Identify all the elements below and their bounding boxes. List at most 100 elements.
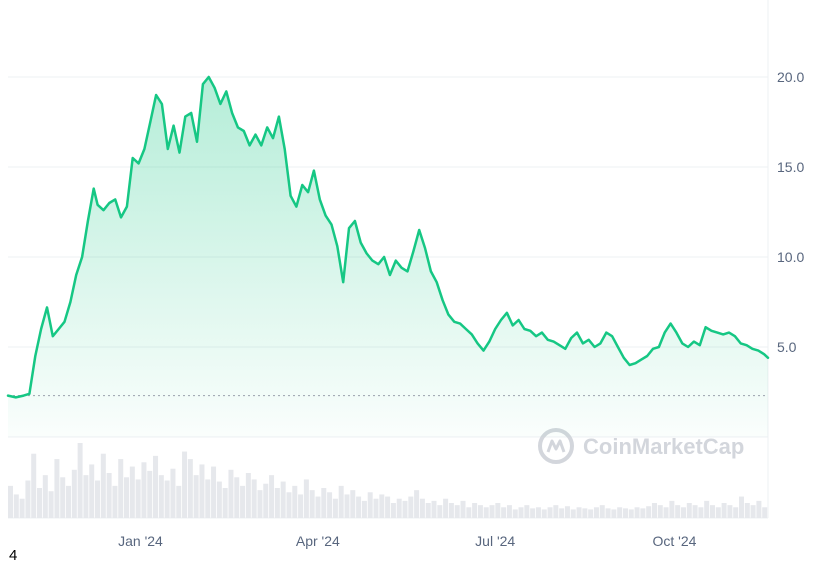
volume-bar — [263, 483, 269, 518]
volume-bar — [60, 477, 66, 518]
volume-bar — [570, 509, 576, 518]
volume-bar — [408, 496, 414, 518]
data-point — [266, 126, 268, 128]
volume-bar — [327, 492, 333, 518]
volume-bar — [721, 503, 727, 518]
volume-bar — [332, 498, 338, 518]
volume-bar — [292, 485, 298, 518]
volume-bar — [646, 506, 652, 518]
volume-bar — [280, 481, 286, 518]
data-point — [611, 335, 613, 337]
volume-bar — [367, 492, 373, 518]
data-point — [406, 270, 409, 272]
volume-bar — [182, 451, 188, 518]
y-axis: 5.0 10.0 15.0 20.0 — [777, 69, 804, 355]
volume-bar — [495, 503, 501, 518]
volume-bar — [669, 500, 675, 518]
volume-bar — [37, 488, 43, 518]
data-point — [669, 323, 672, 325]
data-point — [570, 337, 572, 339]
volume-bar — [147, 470, 153, 518]
price-area-fill — [8, 77, 768, 437]
x-axis: Jan '24 Apr '24 Jul '24 Oct '24 — [118, 533, 696, 549]
volume-bar — [709, 505, 715, 518]
data-point — [500, 319, 502, 321]
data-point — [582, 342, 584, 344]
volume-bar — [274, 488, 280, 518]
volume-bar — [617, 507, 623, 518]
volume-bar — [402, 500, 408, 518]
data-point — [249, 144, 251, 146]
data-point — [173, 125, 175, 127]
watermark-text: CoinMarketCap — [583, 434, 744, 459]
volume-bar — [106, 473, 112, 518]
data-point — [640, 359, 642, 361]
data-point — [745, 344, 748, 346]
data-point — [93, 188, 95, 190]
volume-bar — [164, 480, 170, 518]
volume-bar — [31, 453, 37, 518]
data-point — [535, 335, 537, 337]
data-point — [348, 227, 350, 229]
volume-bar — [269, 475, 275, 518]
data-point — [155, 94, 157, 96]
volume-bar — [228, 469, 234, 518]
volume-bar — [622, 508, 628, 518]
data-point — [243, 130, 245, 132]
volume-bar — [582, 508, 588, 518]
volume-bar — [559, 508, 565, 518]
volume-bar — [448, 503, 454, 518]
data-point — [523, 328, 526, 330]
data-point — [424, 247, 426, 249]
volume-bars — [8, 443, 768, 518]
data-point — [383, 256, 385, 258]
data-point — [599, 342, 602, 344]
volume-bar — [564, 506, 570, 518]
volume-bar — [54, 459, 60, 518]
volume-bar — [205, 479, 211, 518]
x-tick-label: Apr '24 — [296, 533, 340, 549]
coinmarketcap-watermark: CoinMarketCap — [538, 428, 744, 464]
volume-bar — [158, 475, 164, 518]
data-point — [354, 220, 356, 222]
data-point — [254, 134, 257, 136]
volume-bar — [234, 477, 240, 518]
data-point — [623, 357, 625, 359]
footnote-text: 4 — [9, 547, 18, 564]
y-tick-label: 20.0 — [777, 69, 804, 85]
data-point — [371, 260, 374, 262]
data-point — [190, 112, 192, 114]
data-point — [15, 396, 17, 398]
data-point — [52, 335, 54, 337]
volume-bar — [187, 459, 193, 518]
data-point — [184, 116, 186, 118]
data-point — [634, 362, 637, 364]
volume-bar — [216, 481, 222, 518]
volume-bar — [524, 505, 530, 518]
data-point — [342, 281, 344, 283]
volume-bar — [756, 500, 762, 518]
volume-bar — [686, 503, 692, 518]
volume-bar — [477, 505, 483, 518]
data-point — [237, 126, 239, 128]
data-point — [365, 252, 368, 254]
data-point — [272, 137, 274, 139]
data-point — [143, 148, 146, 150]
data-point — [395, 260, 397, 262]
volume-bar — [437, 505, 443, 518]
data-point — [664, 332, 666, 334]
data-point — [617, 346, 619, 348]
data-point — [447, 314, 450, 316]
data-point — [705, 326, 707, 328]
volume-bar — [83, 475, 89, 518]
data-point — [430, 270, 432, 272]
volume-bar — [512, 509, 518, 518]
data-point — [330, 224, 333, 226]
data-point — [63, 321, 66, 323]
volume-bar — [13, 494, 19, 518]
volume-bar — [483, 507, 489, 518]
data-point — [512, 324, 514, 326]
data-point — [219, 103, 222, 105]
data-point — [541, 332, 543, 334]
data-point — [418, 229, 420, 231]
